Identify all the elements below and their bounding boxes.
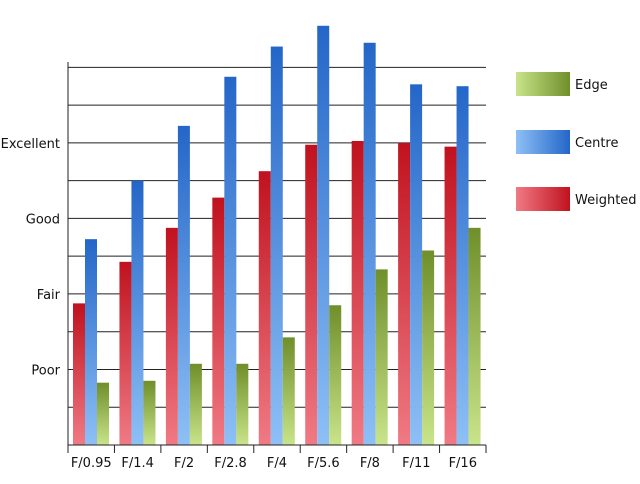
legend-swatch-centre bbox=[516, 130, 570, 154]
bar-weighted-f-11 bbox=[398, 142, 411, 445]
bar-centre-f-16 bbox=[456, 86, 469, 446]
y-tick-labels: Poor Fair Good Excellent bbox=[1, 137, 61, 379]
x-tick-label-f-1-4: F/1.4 bbox=[121, 456, 154, 471]
y-tick-label-poor: Poor bbox=[31, 363, 60, 378]
bar-centre-f-8 bbox=[363, 42, 376, 446]
bar-centre-f-0-95 bbox=[85, 239, 97, 445]
bar-weighted-f-0-95 bbox=[73, 303, 85, 445]
x-tick-label-f-0-95: F/0.95 bbox=[71, 456, 112, 471]
legend: Edge Centre Weighted bbox=[516, 72, 637, 211]
x-tick-label-f-4: F/4 bbox=[267, 456, 287, 471]
bar-edge-f-8 bbox=[375, 269, 388, 445]
bar-weighted-f-4 bbox=[258, 171, 271, 445]
axes bbox=[67, 62, 487, 453]
x-tick-labels: F/0.95 F/1.4 F/2 F/2.8 F/4 F/5.6 F/8 F/11 F/16 bbox=[71, 456, 477, 471]
bar-edge-f-2-8 bbox=[236, 363, 249, 445]
bar-centre-f-2 bbox=[177, 125, 190, 446]
x-tick-label-f-5-6: F/5.6 bbox=[307, 456, 340, 471]
bar-weighted-f-5-6 bbox=[305, 144, 318, 445]
bar-weighted-f-8 bbox=[351, 140, 364, 445]
legend-swatch-weighted bbox=[516, 187, 570, 211]
bar-edge-f-11 bbox=[422, 250, 435, 445]
bar-centre-f-11 bbox=[410, 84, 423, 446]
bar-weighted-f-2 bbox=[165, 227, 178, 445]
legend-label-edge: Edge bbox=[575, 78, 608, 93]
legend-label-weighted: Weighted bbox=[575, 193, 637, 208]
bar-centre-f-5-6 bbox=[317, 25, 330, 445]
x-tick-label-f-2: F/2 bbox=[174, 456, 194, 471]
bar-centre-f-4 bbox=[270, 46, 283, 446]
bar-centre-f-1-4 bbox=[131, 180, 144, 445]
bar-weighted-f-16 bbox=[444, 146, 457, 446]
bar-edge-f-16 bbox=[468, 227, 481, 445]
bar-edge-f-2 bbox=[189, 363, 202, 445]
bars bbox=[73, 25, 481, 446]
y-tick-label-good: Good bbox=[26, 212, 60, 227]
x-tick-label-f-2-8: F/2.8 bbox=[214, 456, 247, 471]
y-tick-label-excellent: Excellent bbox=[1, 137, 60, 152]
legend-label-centre: Centre bbox=[575, 136, 618, 151]
bar-weighted-f-2-8 bbox=[212, 197, 225, 445]
x-tick-label-f-11: F/11 bbox=[402, 456, 430, 471]
y-tick-label-fair: Fair bbox=[37, 288, 61, 303]
x-tick-label-f-16: F/16 bbox=[449, 456, 477, 471]
legend-swatch-edge bbox=[516, 72, 570, 96]
bar-weighted-f-1-4 bbox=[119, 261, 132, 445]
bar-edge-f-5-6 bbox=[329, 305, 342, 445]
bar-edge-f-1-4 bbox=[143, 380, 156, 445]
bar-edge-f-4 bbox=[282, 337, 295, 445]
bar-centre-f-2-8 bbox=[224, 76, 237, 445]
x-tick-label-f-8: F/8 bbox=[360, 456, 380, 471]
bar-edge-f-0-95 bbox=[97, 382, 109, 445]
